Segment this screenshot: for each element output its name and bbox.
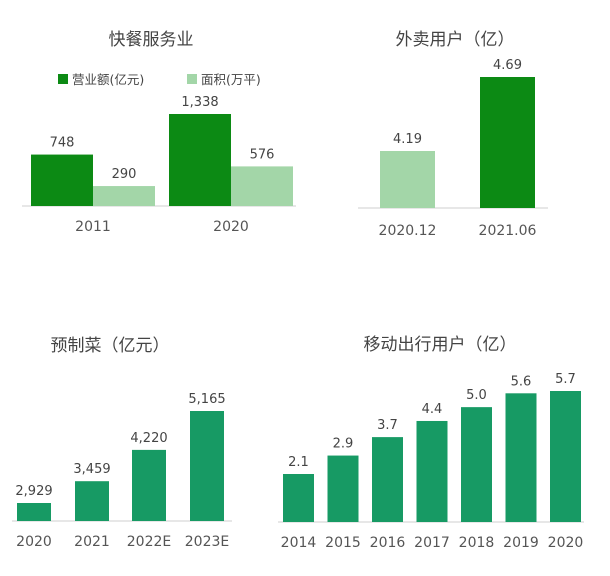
bar: [380, 151, 435, 208]
x-tick-label: 2022E: [127, 534, 171, 550]
data-label: 748: [50, 136, 75, 151]
bar: [416, 420, 448, 522]
bar: [17, 503, 51, 521]
x-tick-label: 2018: [459, 535, 495, 551]
chart-mobile-travel-title: 移动出行用户（亿）: [364, 335, 517, 355]
chart-delivery-users-title: 外卖用户（亿）: [396, 30, 515, 50]
x-tick-label: 2015: [325, 535, 361, 551]
data-label: 5.6: [511, 374, 532, 389]
chart-mobile-travel: 移动出行用户（亿） 2.1 2014 2.9 2015 3.7 2016 4.4 2017 5.…: [278, 335, 584, 551]
x-tick-label: 2020: [16, 534, 52, 550]
bar: [75, 481, 109, 521]
bar: [505, 393, 537, 522]
data-label: 2.9: [333, 437, 354, 452]
data-label: 4.69: [493, 58, 522, 73]
data-label: 5,165: [188, 392, 225, 407]
x-tick-label: 2016: [370, 535, 406, 551]
chart-prepared-food-title: 预制菜（亿元）: [51, 336, 170, 356]
bar: [231, 166, 293, 206]
legend-label-revenue: 营业额(亿元): [72, 72, 144, 87]
chart-delivery-users: 外卖用户（亿） 4.19 2020.12 4.69 2021.06: [358, 30, 548, 239]
bar: [283, 474, 314, 522]
x-tick-label: 2017: [414, 535, 450, 551]
data-label: 1,338: [181, 95, 218, 110]
bar: [327, 455, 359, 522]
data-label: 3,459: [73, 462, 110, 477]
data-label: 5.0: [466, 388, 487, 403]
chart-fast-food-title: 快餐服务业: [109, 30, 194, 50]
bar: [550, 391, 581, 522]
x-tick-label: 2014: [281, 535, 317, 551]
data-label: 2.1: [288, 455, 309, 470]
chart-fast-food-bars: 748 290 2011 1,338 576 2020: [22, 95, 296, 235]
bar: [372, 437, 403, 522]
data-label: 2,929: [15, 484, 52, 499]
x-tick-label: 2021.06: [479, 223, 537, 239]
x-tick-label: 2020.12: [379, 223, 437, 239]
chart-mobile-travel-bars: 2.1 2014 2.9 2015 3.7 2016 4.4 2017 5.0 2018 5.6 20…: [278, 372, 584, 551]
data-label: 290: [112, 167, 137, 182]
data-label: 3.7: [377, 418, 398, 433]
bar: [461, 407, 492, 522]
data-label: 5.7: [555, 372, 576, 387]
x-tick-label: 2011: [75, 219, 111, 235]
x-tick-label: 2019: [503, 535, 539, 551]
x-tick-label: 2020: [548, 535, 584, 551]
data-label: 4.4: [422, 402, 443, 417]
x-tick-label: 2023E: [185, 534, 229, 550]
chart-prepared-food: 预制菜（亿元） 2,929 2020 3,459 2021 4,220 2022E 5,16…: [12, 336, 232, 550]
chart-prepared-food-bars: 2,929 2020 3,459 2021 4,220 2022E 5,165 2023E: [12, 392, 232, 550]
bar: [93, 186, 155, 206]
chart-delivery-users-bars: 4.19 2020.12 4.69 2021.06: [358, 58, 548, 239]
data-label: 4,220: [130, 431, 167, 446]
bar: [480, 77, 535, 208]
chart-fast-food: 快餐服务业 营业额(亿元) 面积(万平) 748 290 2011 1,338 576 2…: [22, 30, 296, 235]
data-label: 4.19: [393, 132, 422, 147]
bar: [190, 411, 224, 521]
legend-label-area: 面积(万平): [201, 72, 261, 87]
bar: [132, 449, 166, 521]
x-tick-label: 2020: [213, 219, 249, 235]
legend-swatch-revenue: [58, 74, 68, 84]
bar: [169, 114, 231, 206]
bar: [31, 154, 93, 206]
legend-swatch-area: [187, 74, 197, 84]
x-tick-label: 2021: [74, 534, 110, 550]
data-label: 576: [250, 147, 275, 162]
chart-fast-food-legend: 营业额(亿元) 面积(万平): [58, 72, 261, 87]
